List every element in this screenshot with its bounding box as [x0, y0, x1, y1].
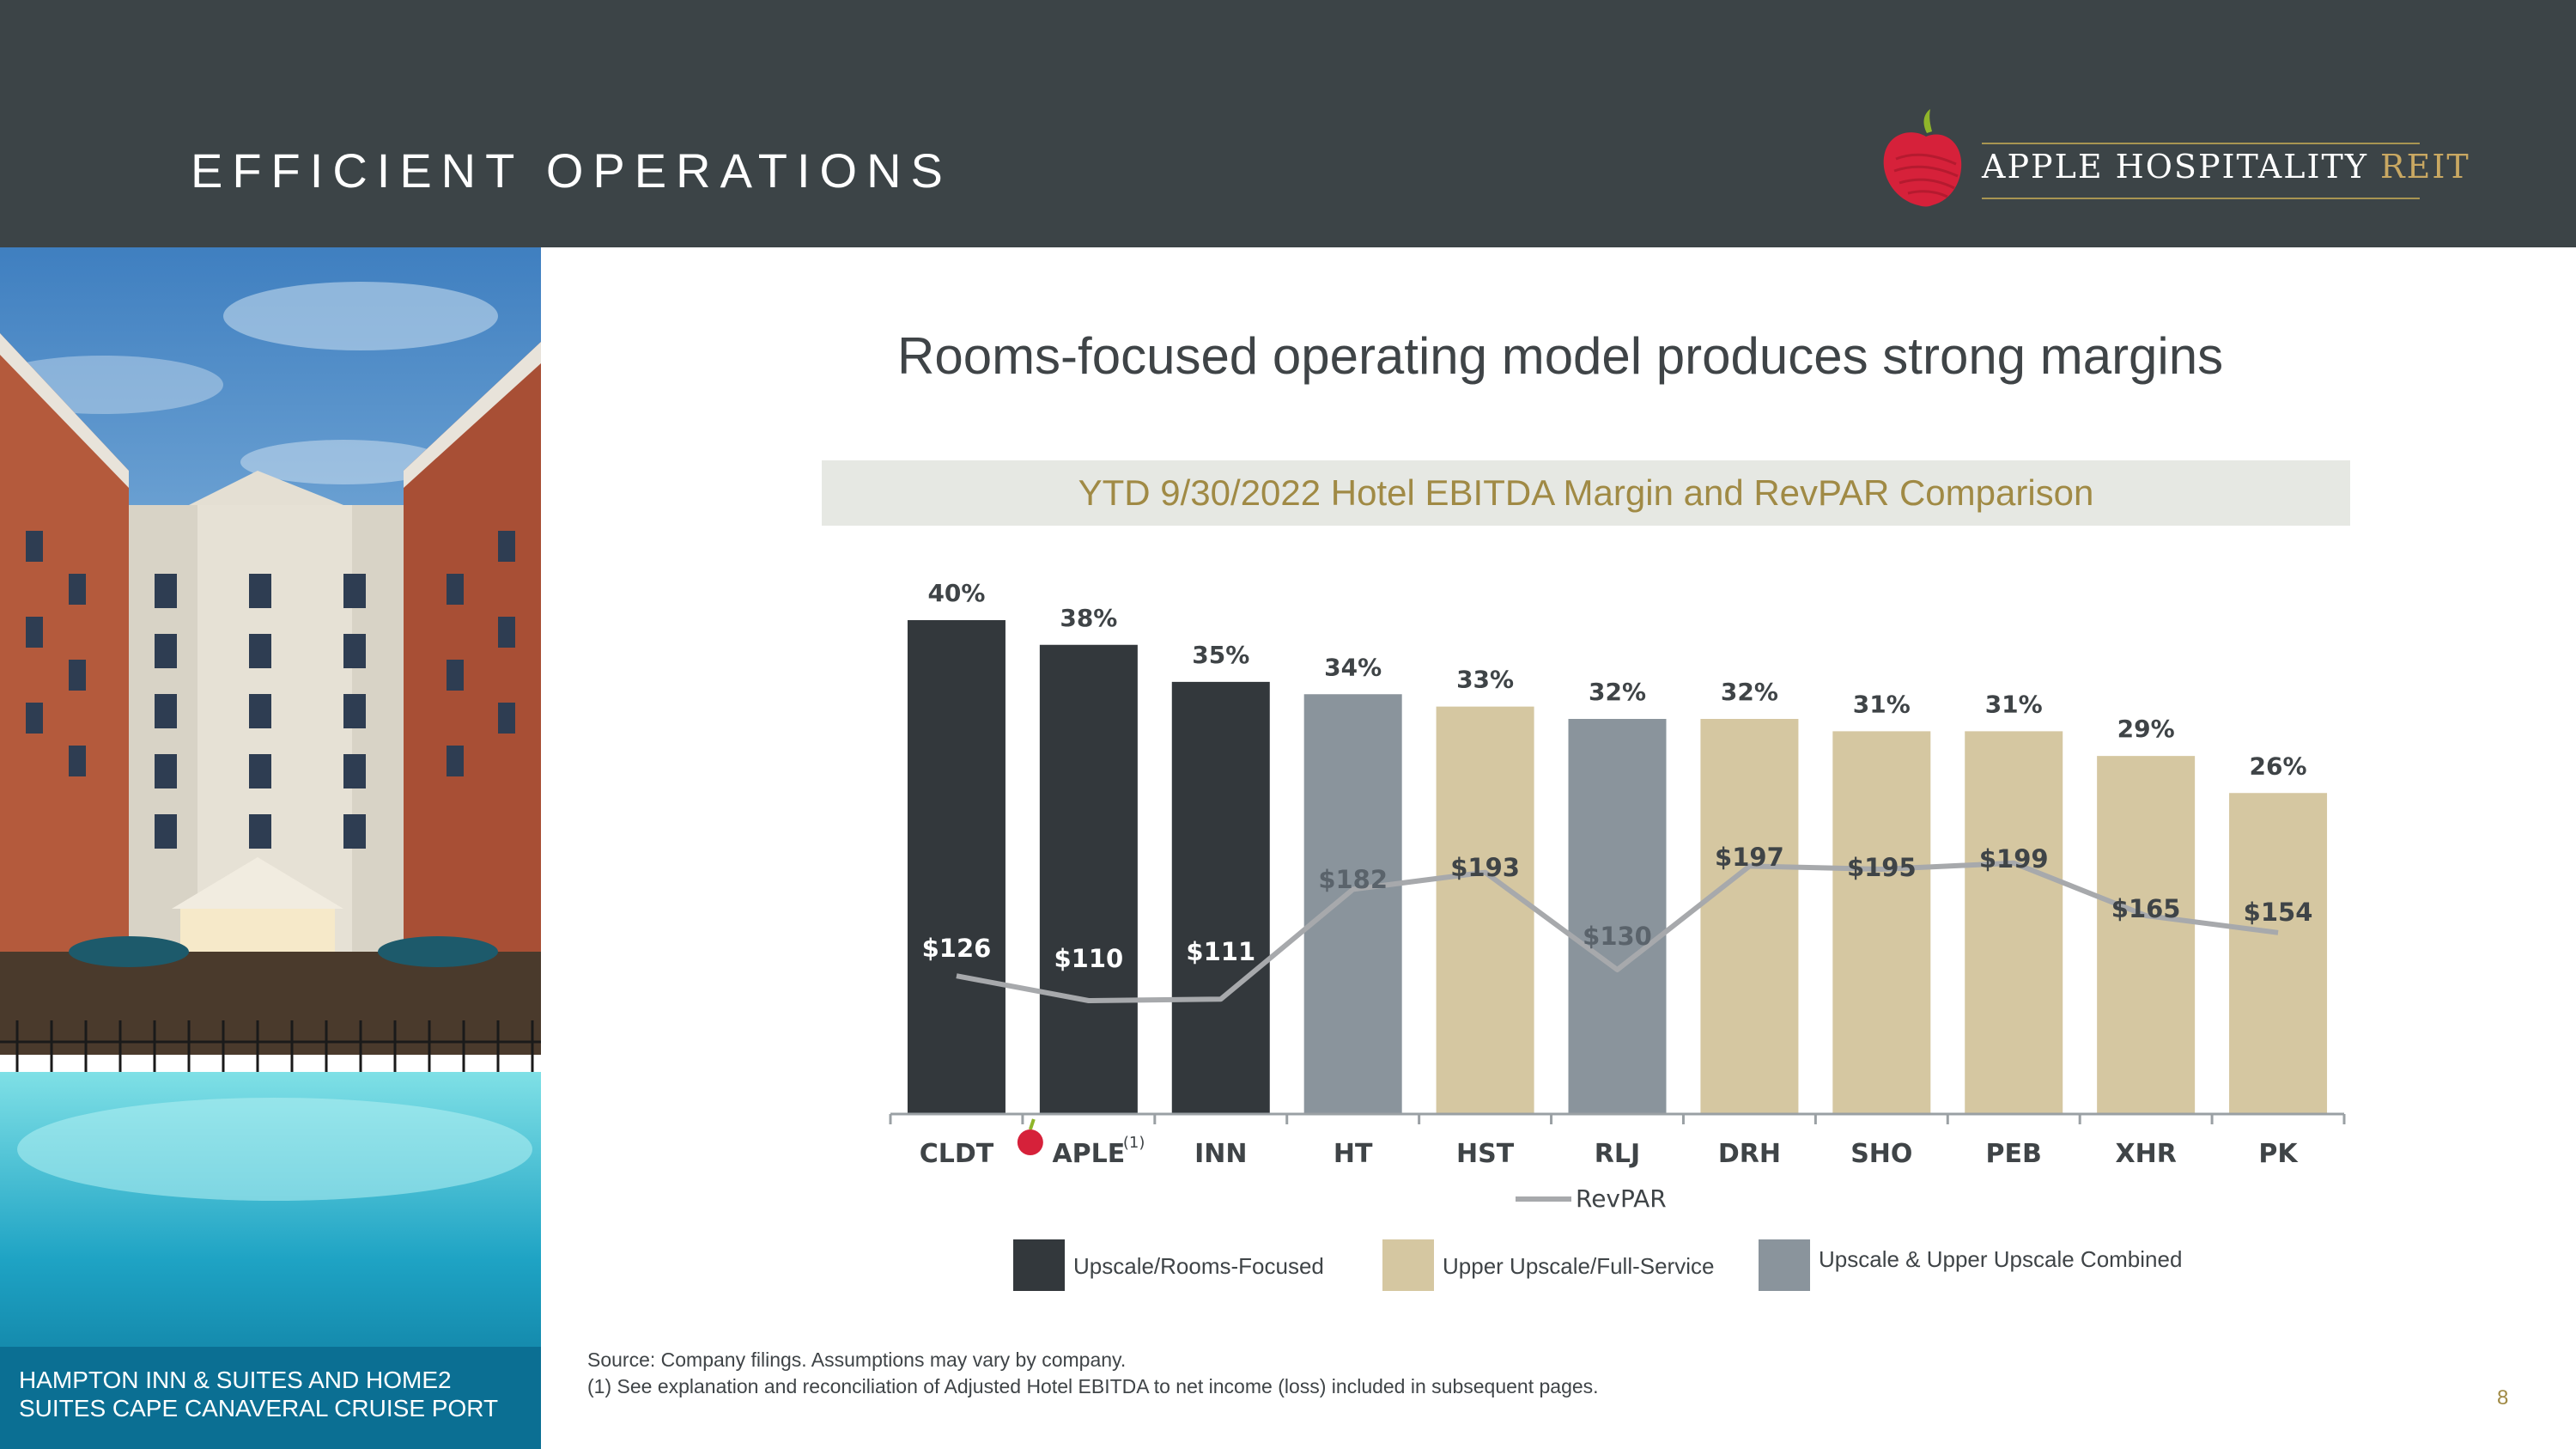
- chart-subtitle-bar: YTD 9/30/2022 Hotel EBITDA Margin and Re…: [822, 460, 2350, 526]
- aple-footnote-marker: (1): [1123, 1134, 1145, 1152]
- legend-label-rooms-focused: Upscale/Rooms-Focused: [1073, 1253, 1324, 1279]
- bar-hst: [1436, 706, 1534, 1114]
- revpar-label: $195: [1847, 853, 1917, 882]
- legend-swatch-rooms-focused: [1013, 1239, 1065, 1291]
- margin-label: 33%: [1456, 666, 1514, 694]
- revpar-label: $182: [1318, 865, 1388, 894]
- tick-label-hst: HST: [1456, 1139, 1515, 1169]
- tick-label-peb: PEB: [1986, 1139, 2042, 1169]
- legend-swatch-combined: [1759, 1239, 1810, 1291]
- bar-pk: [2229, 793, 2328, 1114]
- margin-label: 38%: [1060, 604, 1117, 632]
- header-bar: EFFICIENT OPERATIONS APPLE HOSPITALITY R…: [0, 0, 2576, 247]
- bar-sho: [1832, 731, 1931, 1114]
- revpar-label: $199: [1979, 844, 2049, 874]
- margin-label: 35%: [1192, 641, 1249, 669]
- aple-apple-leaf: [1028, 1118, 1036, 1130]
- logo-rule-top: [1982, 143, 2420, 144]
- revpar-label: $130: [1583, 922, 1652, 951]
- photo-caption: HAMPTON INN & SUITES AND HOME2 SUITES CA…: [19, 1367, 499, 1422]
- margin-label: 26%: [2250, 752, 2307, 780]
- page-number: 8: [2497, 1386, 2509, 1409]
- logo-brand-text: APPLE HOSPITALITY: [1982, 148, 2368, 186]
- aple-apple-icon: [1017, 1129, 1043, 1155]
- revpar-label: $110: [1054, 944, 1124, 973]
- source-line: Source: Company filings. Assumptions may…: [587, 1349, 1127, 1371]
- margin-label: 32%: [1589, 678, 1646, 706]
- margin-label: 34%: [1324, 653, 1382, 681]
- revpar-label: $111: [1186, 937, 1255, 966]
- tick-label-xhr: XHR: [2115, 1139, 2176, 1169]
- margin-label: 29%: [2117, 715, 2175, 743]
- bar-xhr: [2097, 756, 2196, 1114]
- tick-label-drh: DRH: [1718, 1139, 1781, 1169]
- hotel-photo: HAMPTON INN & SUITES AND HOME2 SUITES CA…: [0, 247, 541, 1449]
- bar-cldt: [907, 620, 1005, 1114]
- logo-reit-text: REIT: [2380, 148, 2470, 186]
- tick-label-pk: PK: [2258, 1139, 2299, 1169]
- legend-label-full-service: Upper Upscale/Full-Service: [1443, 1253, 1715, 1279]
- tick-label-ht: HT: [1334, 1139, 1373, 1169]
- bar-drh: [1700, 719, 1799, 1114]
- bar-peb: [1965, 731, 2063, 1114]
- revpar-label: $165: [2111, 894, 2181, 923]
- margin-label: 31%: [1985, 690, 2043, 718]
- bar-rlj: [1568, 719, 1667, 1114]
- legend-swatch-full-service: [1382, 1239, 1434, 1291]
- chart-subtitle: YTD 9/30/2022 Hotel EBITDA Margin and Re…: [1078, 472, 2094, 513]
- margin-label: 32%: [1721, 678, 1778, 706]
- revpar-label: $197: [1715, 843, 1784, 872]
- slide-section-title: EFFICIENT OPERATIONS: [191, 143, 952, 198]
- bar-ht: [1303, 694, 1402, 1114]
- revpar-label: $193: [1450, 853, 1520, 882]
- bar-inn: [1171, 681, 1270, 1114]
- tick-label-cldt: CLDT: [920, 1139, 994, 1169]
- revpar-legend-label: RevPAR: [1576, 1184, 1667, 1213]
- tick-label-aple: APLE: [1052, 1139, 1125, 1169]
- logo-wordmark: APPLE HOSPITALITY REIT: [1982, 148, 2470, 186]
- revpar-line: [956, 860, 2279, 1003]
- margin-label: 40%: [927, 579, 985, 607]
- tick-label-sho: SHO: [1850, 1139, 1912, 1169]
- apple-logo-icon: [1883, 109, 1962, 207]
- main-title: Rooms-focused operating model produces s…: [897, 327, 2224, 385]
- tick-label-rlj: RLJ: [1595, 1139, 1640, 1169]
- bar-aple: [1039, 644, 1138, 1114]
- tick-label-inn: INN: [1194, 1139, 1247, 1169]
- revpar-label: $154: [2244, 898, 2313, 927]
- hotel-photo-illustration: [0, 247, 541, 1449]
- legend-label-combined: Upscale & Upper Upscale Combined: [1819, 1246, 2183, 1272]
- source-footnote: Source: Company filings. Assumptions may…: [587, 1347, 1599, 1400]
- logo-rule-bottom: [1982, 198, 2420, 199]
- footnote-line: (1) See explanation and reconciliation o…: [587, 1375, 1599, 1397]
- revpar-label: $126: [922, 934, 992, 963]
- margin-label: 31%: [1853, 690, 1911, 718]
